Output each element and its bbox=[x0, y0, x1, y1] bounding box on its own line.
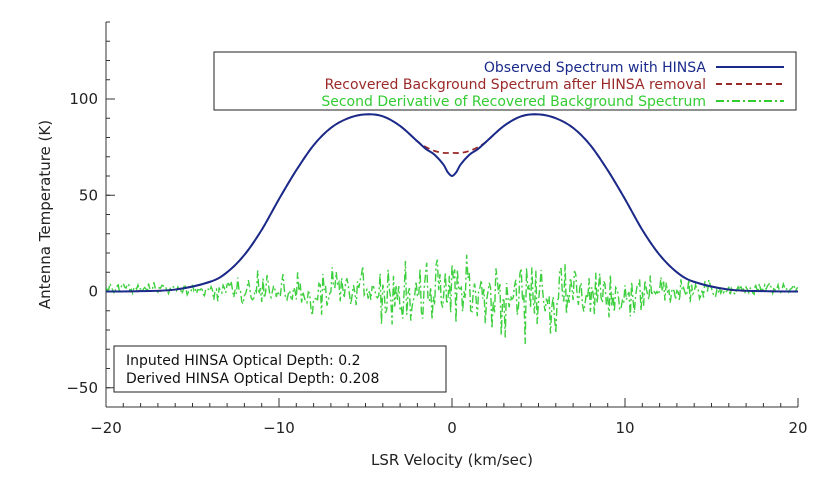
series-second-derivative bbox=[106, 254, 798, 345]
x-tick-label: 0 bbox=[447, 419, 457, 437]
annotation-line: Inputed HINSA Optical Depth: 0.2 bbox=[126, 353, 360, 369]
y-tick-label: 50 bbox=[79, 186, 98, 204]
x-tick-label: −10 bbox=[263, 419, 295, 437]
series-observed-spectrum bbox=[106, 113, 798, 293]
annotation-box bbox=[113, 345, 447, 393]
x-tick-label: 10 bbox=[615, 419, 634, 437]
legend-label: Observed Spectrum with HINSA bbox=[484, 60, 707, 76]
y-tick-label: −50 bbox=[66, 379, 98, 397]
annotation-line: Derived HINSA Optical Depth: 0.208 bbox=[126, 371, 379, 387]
legend-label: Second Derivative of Recovered Backgroun… bbox=[321, 94, 706, 110]
x-axis-label: LSR Velocity (km/sec) bbox=[371, 451, 533, 469]
legend-box bbox=[213, 51, 797, 111]
series-layer bbox=[106, 113, 798, 345]
legend-label: Recovered Background Spectrum after HINS… bbox=[325, 77, 706, 93]
x-tick-label: −20 bbox=[90, 419, 122, 437]
series-recovered-background bbox=[106, 113, 798, 293]
y-tick-label: 100 bbox=[69, 90, 98, 108]
y-axis-label: Antenna Temperature (K) bbox=[36, 120, 54, 309]
y-tick-label: 0 bbox=[88, 283, 98, 301]
plot-axes: −20 −10 0 10 20 −50 0 50 100 bbox=[66, 21, 808, 437]
optical-depth-annotation: Inputed HINSA Optical Depth: 0.2 Derived … bbox=[113, 345, 447, 393]
x-tick-label: 20 bbox=[788, 419, 807, 437]
